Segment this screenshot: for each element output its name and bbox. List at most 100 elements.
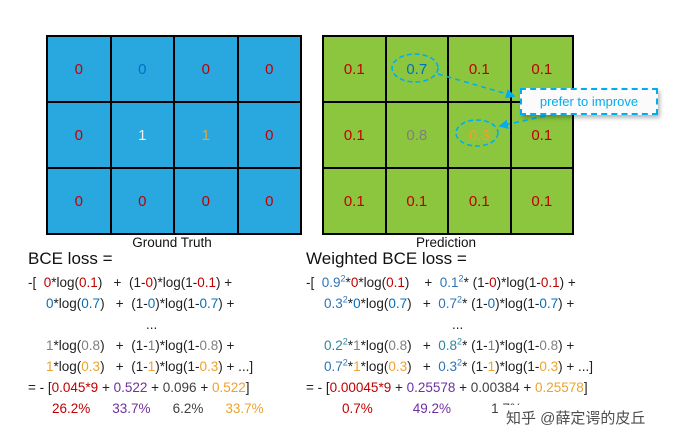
formula-token: 0.7 bbox=[81, 296, 101, 311]
formula-line: 0.22*1*log(0.8) + 0.82* (1-1)*log(1-0.8)… bbox=[306, 335, 674, 356]
formula-token: *log( bbox=[360, 338, 389, 353]
grid-cell: 0 bbox=[238, 103, 300, 167]
formula-token: 2 bbox=[342, 336, 348, 347]
formula-token: 0.1 bbox=[197, 275, 217, 290]
formula-token: 2 bbox=[457, 294, 463, 305]
formula-line: -[ 0.92*0*log(0.1) + 0.12* (1-0)*log(1-0… bbox=[306, 272, 674, 293]
formula-line: ... bbox=[28, 314, 306, 335]
grid-cell-value: 1 bbox=[138, 126, 147, 144]
formula-token: )*log(1- bbox=[152, 275, 198, 290]
formula-token: 0.3 bbox=[388, 359, 408, 374]
formula-token: ) + bbox=[558, 296, 575, 311]
grid-cell-value: 0 bbox=[138, 192, 147, 210]
grid-cell-value: 1 bbox=[201, 126, 210, 144]
formula-token: 0 bbox=[489, 275, 497, 290]
formula-token: ) + bbox=[407, 359, 439, 374]
formula-token: 2 bbox=[340, 273, 346, 284]
prefer-to-improve-callout: prefer to improve bbox=[520, 88, 658, 115]
formula-token: 49.2% bbox=[412, 401, 452, 416]
grid-cell-value: 0.1 bbox=[531, 126, 553, 144]
formula-token: *log( bbox=[358, 275, 387, 290]
formula-token: 0.9 bbox=[321, 275, 341, 290]
formula-token: 1 bbox=[147, 359, 156, 374]
formula-token: 1 bbox=[147, 338, 156, 353]
formula-token: ) + ...] bbox=[558, 359, 594, 374]
prediction-label: Prediction bbox=[415, 235, 477, 250]
formula-line: = - [0.045*9 + 0.522 + 0.096 + 0.522] bbox=[28, 377, 306, 398]
formula-token: * (1- bbox=[462, 359, 488, 374]
formula-token: 33.7% bbox=[112, 401, 151, 416]
grid-cell: 0.1 bbox=[449, 169, 510, 233]
formula-token: 1 bbox=[487, 338, 496, 353]
grid-cell-value: 0 bbox=[74, 192, 83, 210]
grid-cell-value: 0 bbox=[138, 60, 147, 78]
formula-token: + bbox=[98, 380, 114, 395]
formula-token: 0.7 bbox=[324, 359, 343, 374]
formula-token: ) + (1- bbox=[100, 359, 148, 374]
formula-token: * (1- bbox=[463, 275, 490, 290]
grid-cell: 1 bbox=[111, 103, 173, 167]
grid-cell: 0 bbox=[175, 169, 237, 233]
formula-token: ) + (1- bbox=[97, 275, 146, 290]
formula-token: 6.2% bbox=[172, 401, 204, 416]
formula-token: ) + ...] bbox=[218, 359, 254, 374]
formula-token: 0.3 bbox=[438, 359, 458, 374]
formula-token: * (1- bbox=[462, 338, 488, 353]
formula-token: )*log(1- bbox=[495, 296, 540, 311]
formula-token: 0.8 bbox=[81, 338, 101, 353]
formula-token: ) + bbox=[218, 296, 235, 311]
formula-line: = - [0.00045*9 + 0.25578 + 0.00384 + 0.2… bbox=[306, 377, 674, 398]
formula-token: 0.00384 bbox=[470, 380, 520, 395]
formula-token: = - [ bbox=[28, 380, 52, 395]
formula-token: 0.2 bbox=[324, 338, 343, 353]
formula-token: )*log(1- bbox=[496, 275, 541, 290]
grid-cell: 0 bbox=[48, 103, 110, 167]
formula-token: + bbox=[519, 380, 535, 395]
grid-cell-value: 0.1 bbox=[343, 126, 365, 144]
formula-token: 0.3 bbox=[324, 296, 343, 311]
formula-token: + bbox=[196, 380, 212, 395]
formula-token: + bbox=[455, 380, 471, 395]
formula-token: 0.7 bbox=[199, 296, 219, 311]
bce-loss-formula: BCE loss = -[ 0*log(0.1) + (1-0)*log(1-0… bbox=[28, 248, 306, 419]
formula-token: ] bbox=[245, 380, 250, 395]
ground-truth-label: Ground Truth bbox=[132, 235, 212, 250]
formula-token: -[ bbox=[306, 275, 322, 290]
grid-cell-value: 0 bbox=[74, 126, 83, 144]
formula-line: ... bbox=[306, 314, 674, 335]
formula-token: *log( bbox=[360, 359, 389, 374]
formula-token: 0.1 bbox=[79, 275, 98, 290]
formula-token: 1 bbox=[353, 359, 361, 374]
prediction-grid: 0.1 0.7 0.1 0.1 0.1 0.8 0.3 0.1 0.1 0.1 0.1 0.1 bbox=[322, 35, 574, 235]
formula-token: 0.25578 bbox=[406, 380, 456, 395]
grid-cell: 0 bbox=[238, 37, 300, 101]
formula-token: 0.3 bbox=[199, 359, 219, 374]
formula-token: 2 bbox=[342, 294, 348, 305]
grid-cell-value: 0.1 bbox=[531, 60, 553, 78]
formula-token: 0.7% bbox=[342, 401, 373, 416]
formula-token: ) + (1- bbox=[100, 296, 148, 311]
grid-cell: 1 bbox=[175, 103, 237, 167]
formula-token: 0.1 bbox=[540, 275, 560, 290]
formula-line: 0.32*0*log(0.7) + 0.72* (1-0)*log(1-0.7)… bbox=[306, 293, 674, 314]
formula-token: 0 bbox=[487, 296, 496, 311]
formula-line: 1*log(0.8) + (1-1)*log(1-0.8) + bbox=[28, 335, 306, 356]
formula-token: ) + bbox=[216, 275, 233, 290]
formula-token: * bbox=[347, 338, 354, 353]
formula-token: 33.7% bbox=[225, 401, 264, 416]
grid-cell: 0 bbox=[111, 169, 173, 233]
grid-cell-value: 0.1 bbox=[468, 60, 490, 78]
formula-token: ) + bbox=[558, 338, 575, 353]
formula-token: 0.8 bbox=[539, 338, 559, 353]
formula-token: ... bbox=[452, 317, 464, 332]
formula-line: 0.72*1*log(0.3) + 0.32* (1-1)*log(1-0.3)… bbox=[306, 356, 674, 377]
formula-token: )*log(1- bbox=[155, 338, 200, 353]
grid-cell-value: 0.8 bbox=[406, 126, 428, 144]
formula-token: )*log(1- bbox=[155, 359, 200, 374]
formula-token: ) + bbox=[218, 338, 235, 353]
formula-token: 1 bbox=[353, 338, 361, 353]
formula-token: 0.3 bbox=[81, 359, 101, 374]
formula-token: * (1- bbox=[462, 296, 488, 311]
grid-cell-value: 0.1 bbox=[343, 192, 365, 210]
formula-token: 0.8 bbox=[199, 338, 219, 353]
